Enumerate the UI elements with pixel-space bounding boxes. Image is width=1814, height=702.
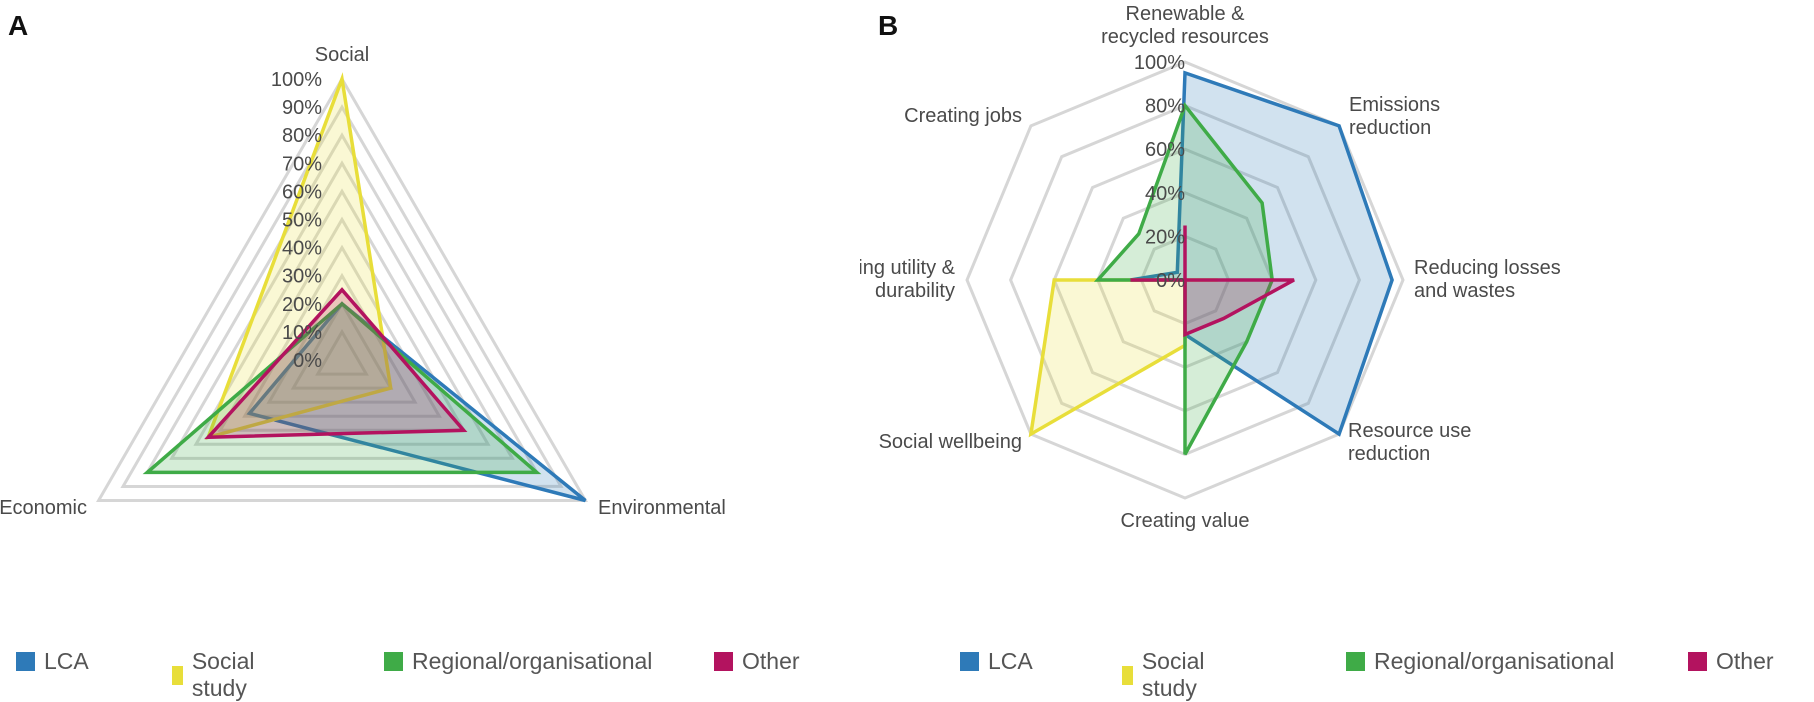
series-fill-lca — [1130, 72, 1393, 435]
tick-label: 60% — [282, 181, 322, 203]
axis-label-environmental: Environmental — [598, 497, 726, 519]
axis-label-creating-value: Creating value — [1121, 510, 1250, 532]
axis-label-creating-jobs: Creating jobs — [904, 105, 1022, 127]
axis-label-line: reduction — [1349, 117, 1431, 139]
grid-ring-9 — [120, 104, 564, 489]
legend-swatch-regional — [384, 652, 403, 671]
axis-label-resource-use-reduction: Resource use reduction — [1348, 420, 1471, 465]
legend-label-social-study: Social study — [1141, 648, 1205, 701]
axis-label-line: Emissions — [1349, 94, 1440, 116]
axis-label-line: Environmental — [598, 497, 726, 519]
tick-label: 10% — [282, 322, 322, 344]
series-group — [142, 72, 587, 503]
series-line-other — [204, 287, 468, 440]
tick-label: 100% — [1134, 52, 1185, 74]
axis-label-economic: Economic — [0, 497, 87, 519]
tick-labels: 0% 10% 20% 30% 40% 50% 60% 70% 80% 90% 100% — [271, 69, 322, 372]
series-line-lca — [246, 301, 587, 503]
tick-label: 40% — [1145, 183, 1185, 205]
tick-label: 40% — [282, 238, 322, 260]
tick-label: 30% — [282, 266, 322, 288]
axis-label-line: Creating value — [1121, 510, 1250, 532]
axis-label-line: Maximising utility & — [860, 257, 956, 279]
axis-label-line: recycled resources — [1101, 26, 1269, 48]
axis-label-emissions-reduction: Emissions reduction — [1349, 94, 1440, 139]
tick-label: 100% — [271, 69, 322, 91]
tick-label: 0% — [293, 350, 322, 372]
panel-a-label: A — [8, 10, 29, 41]
axis-label-line: Resource use — [1348, 420, 1471, 442]
axis-label-social: Social — [315, 44, 369, 66]
grid-ring-6 — [193, 188, 491, 446]
axis-label-line: Renewable & — [1126, 3, 1246, 25]
axis-label-line: Reducing losses — [1414, 257, 1561, 279]
tick-label: 90% — [282, 97, 322, 119]
series-fill-lca — [249, 303, 586, 501]
legend-label-regional: Regional/organisational — [1374, 648, 1615, 674]
grid-ring-5 — [217, 216, 467, 432]
panel-a: A 0% 10% 20% 30% 40% 50% 60% 70% 80% 90% 100% Socia… — [0, 0, 860, 701]
grid-ring-5 — [965, 60, 1405, 500]
axis-label-reducing-losses-and-wastes: Reducing losses and wastes — [1414, 257, 1561, 302]
legend-item-lca: LCA — [960, 648, 1033, 675]
axis-label-renewable-recycled-resources: Renewable & recycled resources — [1101, 3, 1269, 48]
axis-label-line: Economic — [0, 497, 87, 519]
legend-item-regional: Regional/organisational — [384, 648, 652, 675]
axis-labels: Social Environmental Economic — [0, 44, 726, 519]
legend-swatch-regional — [1346, 652, 1365, 671]
legend-item-social-study: Social study — [172, 648, 263, 702]
legend-label-lca: LCA — [44, 648, 89, 674]
series-line-social-study — [205, 72, 393, 440]
tick-label: 20% — [1145, 226, 1185, 248]
axis-label-line: reduction — [1348, 443, 1430, 465]
legend-label-lca: LCA — [988, 648, 1033, 674]
tick-label: 80% — [1145, 96, 1185, 118]
legend-item-regional: Regional/organisational — [1346, 648, 1614, 675]
axis-label-social-wellbeing: Social wellbeing — [879, 431, 1022, 453]
legend-item-social-study: Social study — [1122, 648, 1213, 702]
legend-item-other: Other — [714, 648, 800, 675]
legend-item-lca: LCA — [16, 648, 89, 675]
tick-label: 80% — [282, 125, 322, 147]
tick-labels: 0% 20% 40% 60% 80% 100% — [1134, 52, 1185, 292]
series-line-regional-organisational — [1093, 102, 1274, 456]
legend-label-social-study: Social study — [191, 648, 255, 701]
series-fill-other — [208, 289, 464, 438]
panel-b-label: B — [878, 10, 899, 41]
tick-label: 60% — [1145, 139, 1185, 161]
legend-label-regional: Regional/organisational — [412, 648, 653, 674]
legend-swatch-social-study — [1122, 665, 1133, 685]
legend-item-other: Other — [1688, 648, 1774, 675]
grid-ring-10 — [96, 76, 588, 502]
series-fill-social-study — [1030, 280, 1218, 435]
tick-label: 20% — [282, 294, 322, 316]
grid-ring-1 — [315, 328, 369, 376]
series-group — [1028, 70, 1394, 456]
legend-swatch-other — [714, 652, 733, 671]
series-fill-social-study — [208, 79, 391, 438]
axis-label-line: Social wellbeing — [879, 431, 1022, 453]
panel-b: B 0% 20% 40% 60% 80% 100% Renewable & recycled … — [860, 0, 1814, 701]
tick-label: 50% — [282, 210, 322, 232]
legend-swatch-other — [1688, 652, 1707, 671]
legend-label-other: Other — [742, 648, 800, 674]
legend-label-other: Other — [1716, 648, 1774, 674]
radar-chart-b: 0% 20% 40% 60% 80% 100% Renewable & recycled re… — [860, 3, 1561, 532]
tick-label: 70% — [282, 153, 322, 175]
series-line-other — [1130, 225, 1295, 338]
axis-label-line: and wastes — [1414, 280, 1515, 302]
axis-label-line: Social — [315, 44, 369, 66]
series-line-regional-organisational — [142, 301, 542, 475]
legend-swatch-lca — [960, 652, 979, 671]
grid-ring-4 — [242, 244, 442, 418]
axis-label-line: durability — [875, 280, 955, 302]
legend-swatch-social-study — [172, 665, 183, 685]
axis-label-maximising-utility-durability: Maximising utility &durability — [860, 257, 956, 302]
axis-label-line: Creating jobs — [904, 105, 1022, 127]
grid-ring-2 — [290, 300, 394, 390]
tick-label: 0% — [1156, 270, 1185, 292]
radar-chart-a: 0% 10% 20% 30% 40% 50% 60% 70% 80% 90% 100% Social E… — [0, 44, 726, 519]
legend-swatch-lca — [16, 652, 35, 671]
